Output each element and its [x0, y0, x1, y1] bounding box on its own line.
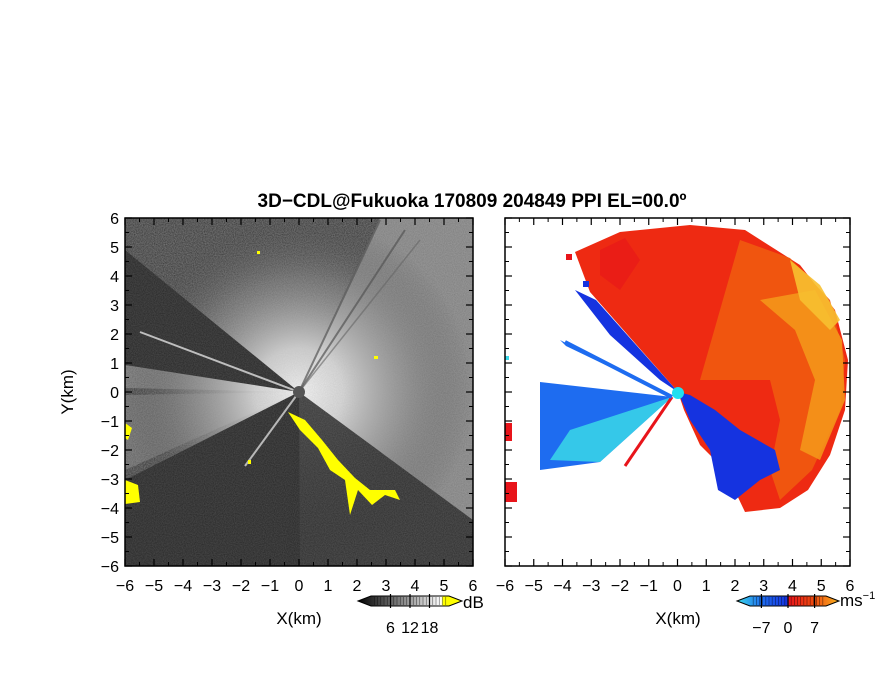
colorbar-tick-label: 12 [401, 620, 419, 637]
y-tick-label: 1 [110, 356, 119, 373]
reflectivity-colorbar-ticks: 6 12 18 [373, 594, 447, 637]
y-tick-label: −3 [101, 472, 119, 489]
reflectivity-x-axis-label: X(km) [276, 609, 321, 628]
velocity-ticks [504, 217, 851, 567]
y-tick-label: 6 [110, 211, 119, 228]
velocity-x-axis-label: X(km) [655, 609, 700, 628]
x-tick-label: 5 [440, 578, 449, 595]
reflectivity-colorbar: 6 12 18 dB [356, 593, 484, 637]
y-tick-label: −6 [101, 559, 119, 576]
x-tick-label: 6 [846, 578, 855, 595]
y-tick-label: −4 [101, 501, 119, 518]
velocity-x-tick-labels: −6 −5 −4 −3 −2 −1 0 1 2 3 4 5 6 [496, 578, 855, 595]
x-tick-label: 0 [673, 578, 682, 595]
x-tick-label: −6 [116, 578, 134, 595]
x-tick-label: −6 [496, 578, 514, 595]
velocity-field [505, 225, 848, 512]
y-tick-label: 5 [110, 240, 119, 257]
x-tick-label: 3 [382, 578, 391, 595]
y-tick-label: −2 [101, 443, 119, 460]
x-tick-label: −2 [232, 578, 250, 595]
x-tick-label: 4 [788, 578, 797, 595]
x-tick-label: −2 [611, 578, 629, 595]
x-tick-label: −5 [145, 578, 163, 595]
x-tick-label: −3 [203, 578, 221, 595]
velocity-colorbar-unit-label: ms−1 [840, 590, 875, 610]
x-tick-label: −4 [174, 578, 192, 595]
x-tick-label: −4 [553, 578, 571, 595]
reflectivity-panel: −6 −5 −4 −3 −2 −1 0 1 2 3 4 5 6 6543210−1−2−3−4−5−6 … [58, 211, 478, 628]
y-tick-label: 2 [110, 327, 119, 344]
x-tick-label: 2 [731, 578, 740, 595]
figure-title: 3D−CDL@Fukuoka 170809 204849 PPI EL=00.0… [258, 191, 687, 212]
colorbar-tick-label: 6 [386, 620, 395, 637]
velocity-colorbar-unit: ms [840, 591, 863, 610]
y-tick-label: 3 [110, 298, 119, 315]
reflectivity-colorbar-unit: dB [463, 593, 484, 612]
x-tick-label: −3 [582, 578, 600, 595]
velocity-colorbar: −7 0 7 ms−1 [735, 590, 875, 637]
reflectivity-y-tick-labels: 6 5 4 3 2 1 0 −1 −2 −3 −4 −5 −6 [101, 211, 119, 576]
x-tick-label: 0 [295, 578, 304, 595]
reflectivity-ticks [124, 217, 474, 567]
x-tick-label: 5 [817, 578, 826, 595]
y-tick-label: −5 [101, 530, 119, 547]
colorbar-tick-label: 18 [421, 620, 439, 637]
velocity-panel: −6 −5 −4 −3 −2 −1 0 1 2 3 4 5 6 X(km) [496, 217, 855, 628]
x-tick-label: 6 [469, 578, 478, 595]
reflectivity-x-tick-labels: −6 −5 −4 −3 −2 −1 0 1 2 3 4 5 6 [116, 578, 478, 595]
colorbar-tick-label: 0 [784, 620, 793, 637]
x-tick-label: −1 [640, 578, 658, 595]
velocity-colorbar-unit-exponent: −1 [863, 590, 876, 602]
velocity-colorbar-ticks: −7 0 7 [752, 594, 824, 637]
colorbar-tick-label: 7 [810, 620, 819, 637]
x-tick-label: 4 [411, 578, 420, 595]
reflectivity-field [125, 218, 473, 566]
colorbar-tick-label: −7 [752, 620, 770, 637]
x-tick-label: 3 [759, 578, 768, 595]
reflectivity-y-axis-label: Y(km) [58, 369, 77, 414]
x-tick-label: 1 [324, 578, 333, 595]
y-tick-label: −1 [101, 414, 119, 431]
y-tick-label: 0 [110, 385, 119, 402]
x-tick-label: 1 [702, 578, 711, 595]
x-tick-label: −1 [261, 578, 279, 595]
x-tick-label: −5 [525, 578, 543, 595]
y-tick-label: 4 [110, 269, 119, 286]
x-tick-label: 2 [353, 578, 362, 595]
